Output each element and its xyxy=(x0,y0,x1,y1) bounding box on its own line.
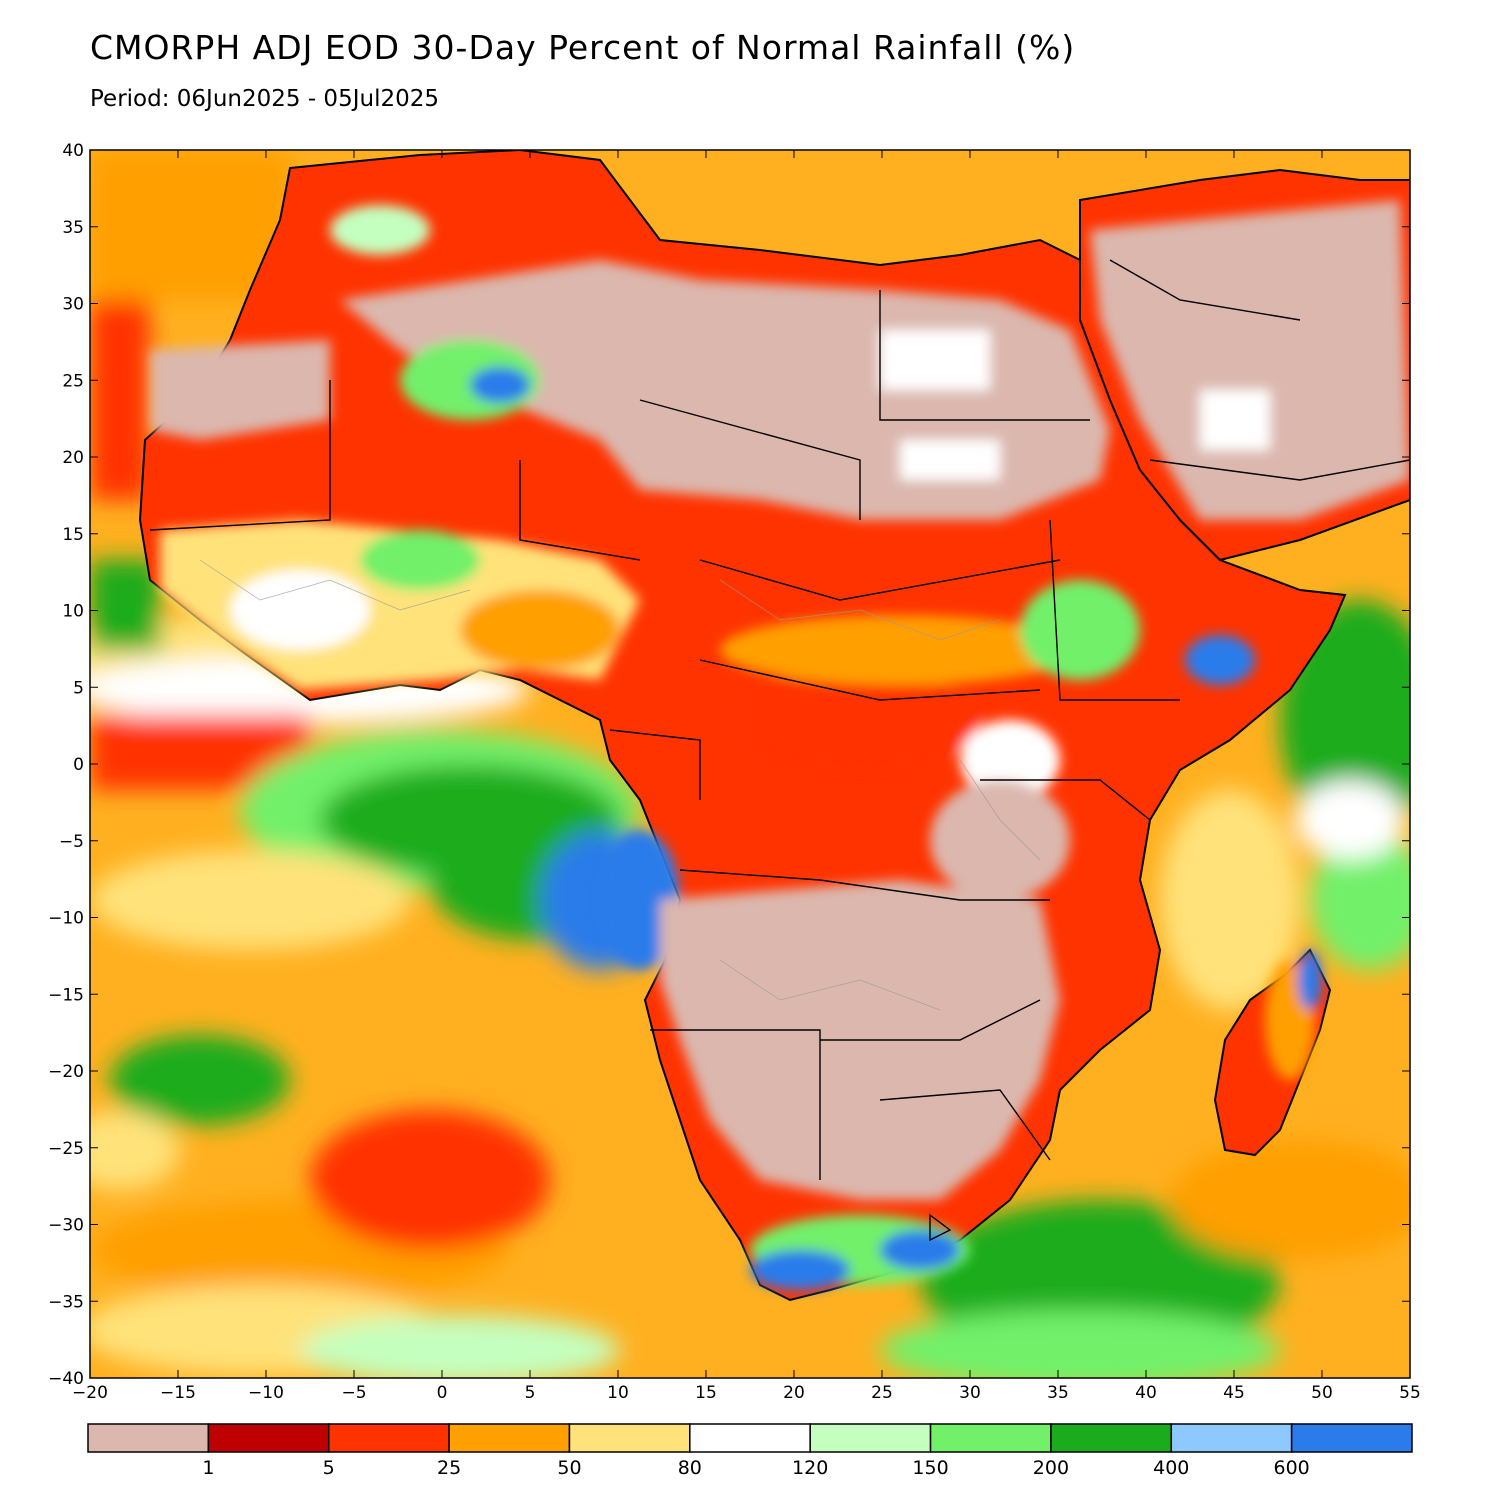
lon-tick-label: −15 xyxy=(160,1383,196,1403)
lat-tick-label: 10 xyxy=(62,602,84,622)
colorbar-legend: 1 5 25 50 80 120 150 200 400 600 xyxy=(87,1423,1413,1479)
colorbar-label: 1 xyxy=(202,1457,214,1479)
colorbar-swatch xyxy=(809,1423,932,1453)
lon-tick-label: 15 xyxy=(695,1383,717,1403)
colorbar-swatch xyxy=(929,1423,1052,1453)
lon-tick-label: 45 xyxy=(1223,1383,1245,1403)
colorbar-label: 400 xyxy=(1153,1457,1189,1479)
colorbar-label: 50 xyxy=(557,1457,581,1479)
map-title: CMORPH ADJ EOD 30-Day Percent of Normal … xyxy=(90,28,1076,67)
lat-tick-label: 5 xyxy=(73,678,84,698)
colorbar-label: 25 xyxy=(437,1457,461,1479)
map-period: Period: 06Jun2025 - 05Jul2025 xyxy=(90,86,439,112)
lon-tick-label: −10 xyxy=(248,1383,284,1403)
lat-tick-label: 30 xyxy=(62,295,84,315)
colorbar-label: 80 xyxy=(678,1457,702,1479)
lat-tick-label: 40 xyxy=(62,141,84,161)
lon-tick-label: 50 xyxy=(1311,1383,1333,1403)
lat-tick-label: −5 xyxy=(59,832,84,852)
lon-tick-label: 10 xyxy=(607,1383,629,1403)
lat-tick-label: 0 xyxy=(73,755,84,775)
colorbar-swatch xyxy=(1290,1423,1413,1453)
lat-tick-label: −15 xyxy=(48,985,84,1005)
colorbar-label: 5 xyxy=(323,1457,335,1479)
lat-tick-label: −10 xyxy=(48,909,84,929)
lon-tick-label: 20 xyxy=(783,1383,805,1403)
lat-tick-label: 35 xyxy=(62,218,84,238)
lat-tick-label: −40 xyxy=(48,1369,84,1389)
map-plot-area xyxy=(90,150,1410,1378)
colorbar-label: 200 xyxy=(1033,1457,1069,1479)
lat-tick-label: −30 xyxy=(48,1216,84,1236)
lon-tick-label: −5 xyxy=(341,1383,366,1403)
latitude-axis: 40 35 30 25 20 15 10 5 0 −5 −10 −15 −20 −25 −30 −35 −40 xyxy=(48,141,1410,1389)
colorbar-label: 150 xyxy=(912,1457,948,1479)
colorbar-swatch xyxy=(87,1423,210,1453)
country-borders xyxy=(149,259,1410,1242)
lon-tick-label: 55 xyxy=(1399,1383,1421,1403)
colorbar-label: 600 xyxy=(1274,1457,1310,1479)
lat-tick-label: −35 xyxy=(48,1292,84,1312)
colorbar-label: 120 xyxy=(792,1457,828,1479)
longitude-axis: −20 −15 −10 −5 0 5 10 15 20 25 30 35 40 45 50 55 xyxy=(72,150,1421,1403)
lon-tick-label: 25 xyxy=(871,1383,893,1403)
colorbar-swatch xyxy=(207,1423,330,1453)
colorbar-swatch xyxy=(689,1423,811,1453)
lat-tick-label: −25 xyxy=(48,1139,84,1159)
lon-tick-label: 30 xyxy=(959,1383,981,1403)
lat-tick-label: −20 xyxy=(48,1062,84,1082)
colorbar-swatch xyxy=(1050,1423,1173,1453)
colorbar-swatch xyxy=(327,1423,450,1453)
colorbar-swatch xyxy=(1170,1423,1293,1453)
sub-national-borders xyxy=(199,559,1041,1011)
lat-tick-label: 15 xyxy=(62,525,84,545)
lon-tick-label: 0 xyxy=(437,1383,448,1403)
colorbar-swatch xyxy=(568,1423,691,1453)
lon-tick-label: 35 xyxy=(1047,1383,1069,1403)
lon-tick-label: 5 xyxy=(525,1383,536,1403)
lat-tick-label: 25 xyxy=(62,371,84,391)
lon-tick-label: −20 xyxy=(72,1383,108,1403)
colorbar-swatch xyxy=(448,1423,571,1453)
lat-tick-label: 20 xyxy=(62,448,84,468)
lon-tick-label: 40 xyxy=(1135,1383,1157,1403)
